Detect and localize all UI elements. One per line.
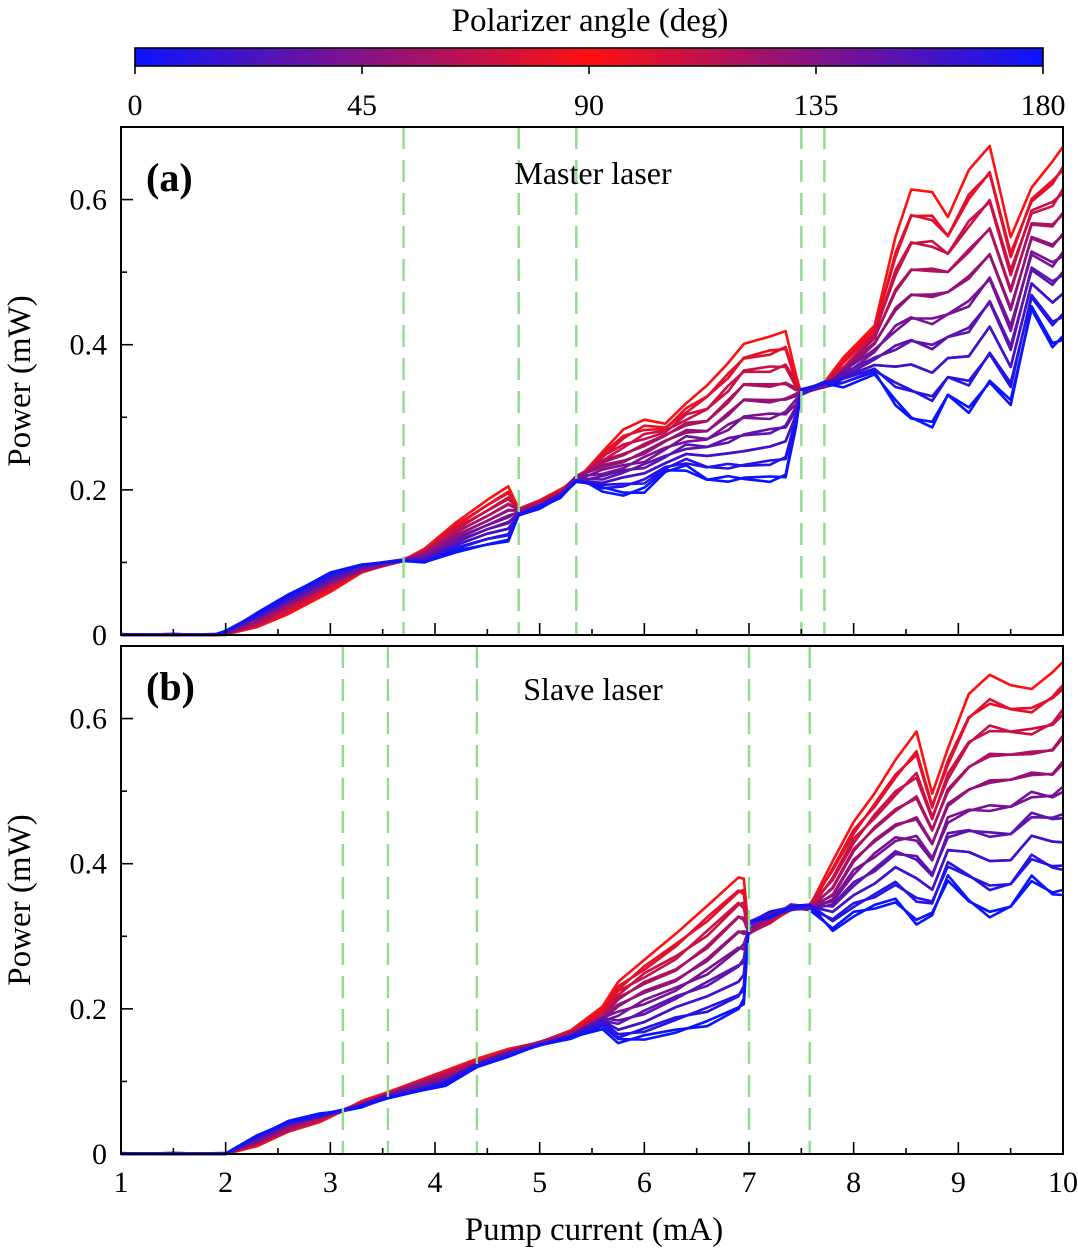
series-angle-140 xyxy=(120,251,1065,637)
series-angle-150 xyxy=(120,268,1065,637)
series-angle-60 xyxy=(120,734,1065,1156)
master-vlines xyxy=(402,127,826,635)
xtick-label-8: 9 xyxy=(951,1166,966,1199)
colorbar-tick-label-1: 45 xyxy=(347,89,377,122)
series-angle-30 xyxy=(120,811,1064,1156)
series-angle-120 xyxy=(121,213,1064,637)
series-angle-50 xyxy=(121,762,1064,1156)
series-angle-30 xyxy=(120,266,1064,637)
master-panel-letter: (a) xyxy=(146,155,193,200)
xtick-label-9: 10 xyxy=(1048,1166,1078,1199)
series-angle-180 xyxy=(121,873,1064,1156)
xtick-label-7: 8 xyxy=(846,1166,861,1199)
colorbar: Polarizer angle (deg) 0 45 90 135 180 xyxy=(128,3,1066,122)
colorbar-ticks: 0 45 90 135 180 xyxy=(128,66,1066,122)
series-angle-90 xyxy=(120,660,1064,1156)
series-angle-40 xyxy=(121,790,1064,1156)
xtick-label-0: 1 xyxy=(114,1166,129,1199)
xtick-label-6: 7 xyxy=(742,1166,757,1199)
series-angle-0 xyxy=(120,308,1064,637)
slave-panel-letter: (b) xyxy=(146,664,195,709)
slave-ylabel: Power (mW) xyxy=(2,814,38,985)
series-angle-120 xyxy=(121,737,1064,1156)
colorbar-tick-label-4: 180 xyxy=(1021,89,1066,122)
master-ylabel: Power (mW) xyxy=(2,295,38,466)
ytick-label-3: 0.6 xyxy=(70,184,108,217)
colorbar-tick-label-0: 0 xyxy=(128,89,143,122)
ytick-label-0: 0 xyxy=(92,1138,107,1171)
xtick-label-5: 6 xyxy=(637,1166,652,1199)
slave-series xyxy=(120,660,1065,1156)
ytick-label-2: 0.4 xyxy=(70,848,108,881)
series-angle-100 xyxy=(120,169,1064,637)
ytick-label-1: 0.2 xyxy=(70,993,108,1026)
slave-axis-ticks: 1 2 3 4 5 6 7 8 9 10 0 0.2 0.4 0.6 xyxy=(70,703,1078,1199)
colorbar-tick-label-3: 135 xyxy=(794,89,839,122)
master-axis-ticks: 0 0.2 0.4 0.6 xyxy=(70,184,1064,652)
series-angle-90 xyxy=(120,144,1065,637)
slave-vlines xyxy=(341,646,811,1154)
series-angle-20 xyxy=(120,282,1064,637)
series-angle-80 xyxy=(120,166,1065,637)
ytick-label-0: 0 xyxy=(92,619,107,652)
colorbar-gradient xyxy=(134,47,1044,67)
xtick-label-2: 3 xyxy=(323,1166,338,1199)
xtick-label-1: 2 xyxy=(218,1166,233,1199)
xlabel: Pump current (mA) xyxy=(465,1212,723,1248)
series-angle-40 xyxy=(121,250,1064,637)
series-angle-160 xyxy=(120,282,1064,637)
ytick-label-3: 0.6 xyxy=(70,703,108,736)
panel-master-laser: 0 0.2 0.4 0.6 (a) Master laser Power (mW) xyxy=(2,126,1065,652)
series-angle-70 xyxy=(120,188,1065,637)
colorbar-label: Polarizer angle (deg) xyxy=(452,3,729,39)
series-angle-130 xyxy=(120,232,1065,637)
series-angle-140 xyxy=(120,785,1064,1156)
series-angle-110 xyxy=(121,192,1064,637)
ytick-label-1: 0.2 xyxy=(70,474,108,507)
slave-panel-title: Slave laser xyxy=(523,671,663,707)
series-angle-110 xyxy=(121,713,1064,1156)
series-angle-130 xyxy=(120,760,1064,1156)
master-plot-frame xyxy=(120,126,1064,636)
master-panel-title: Master laser xyxy=(514,155,672,191)
series-angle-160 xyxy=(120,834,1064,1156)
ytick-label-2: 0.4 xyxy=(70,329,108,362)
panel-slave-laser: 1 2 3 4 5 6 7 8 9 10 0 0.2 0.4 0.6 (b) Slave laser Po… xyxy=(2,645,1078,1199)
master-series xyxy=(120,144,1065,637)
colorbar-tick-label-2: 90 xyxy=(574,89,604,122)
xtick-label-3: 4 xyxy=(428,1166,443,1199)
xtick-label-4: 5 xyxy=(532,1166,547,1199)
series-angle-180 xyxy=(121,304,1064,637)
